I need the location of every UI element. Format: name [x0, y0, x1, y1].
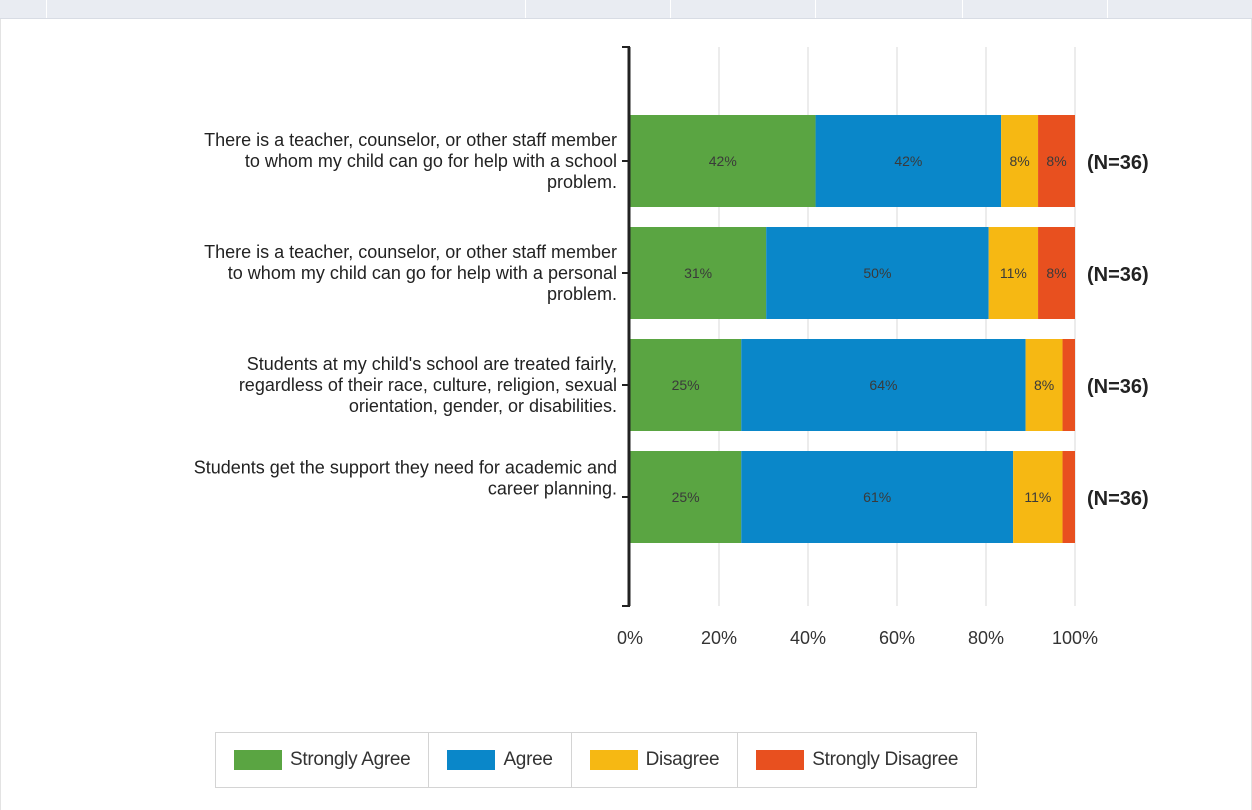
data-label: 8%	[1046, 265, 1066, 281]
legend-item: Agree	[429, 733, 572, 787]
bar-segment	[630, 227, 767, 319]
data-label: 25%	[672, 377, 700, 393]
bar-segment	[630, 115, 816, 207]
top-header-strip	[0, 0, 1252, 19]
legend-swatch	[447, 750, 496, 770]
x-tick-label: 40%	[790, 628, 826, 648]
category-label: Students get the support they need for a…	[194, 458, 617, 499]
category-label-line: regardless of their race, culture, relig…	[239, 375, 617, 395]
category-label-line: career planning.	[488, 479, 617, 499]
data-label: 31%	[684, 265, 712, 281]
legend-label: Strongly Agree	[290, 749, 411, 770]
data-label: 50%	[863, 265, 891, 281]
n-label: (N=36)	[1087, 376, 1149, 398]
bar-segment	[1038, 227, 1075, 319]
legend-label: Agree	[503, 749, 553, 770]
category-label-line: Students get the support they need for a…	[194, 458, 617, 478]
header-cell	[962, 0, 1108, 18]
n-label: (N=36)	[1087, 152, 1149, 174]
stacked-bar-chart: 42% 42% 8% 8% (N=36) There is a teacher, coun…	[194, 46, 1149, 648]
header-cell	[525, 0, 671, 18]
bar-segment	[1062, 339, 1075, 431]
x-tick-label: 0%	[617, 628, 643, 648]
category-label-line: Students at my child's school are treate…	[247, 354, 617, 374]
header-cell	[0, 0, 47, 18]
category-label-line: problem.	[547, 172, 617, 192]
n-label: (N=36)	[1087, 264, 1149, 286]
data-label: 64%	[869, 377, 897, 393]
category-label-line: problem.	[547, 284, 617, 304]
legend-swatch	[589, 750, 638, 770]
bar-segment	[630, 339, 742, 431]
legend-item: Disagree	[572, 733, 739, 787]
x-tick-label: 60%	[879, 628, 915, 648]
category-label-line: orientation, gender, or disabilities.	[349, 396, 617, 416]
bar-segment	[630, 451, 742, 543]
bar-segment	[1025, 339, 1063, 431]
legend-item: Strongly Disagree	[738, 733, 976, 787]
header-cell	[670, 0, 816, 18]
category-label-line: There is a teacher, counselor, or other …	[204, 130, 617, 150]
legend-swatch	[756, 750, 805, 770]
category-label: There is a teacher, counselor, or other …	[204, 242, 617, 304]
data-label: 11%	[1000, 265, 1027, 281]
legend-label: Strongly Disagree	[812, 749, 959, 770]
data-label: 8%	[1034, 377, 1054, 393]
bar-segment	[1001, 115, 1039, 207]
header-cell	[815, 0, 963, 18]
bar-segment	[988, 227, 1039, 319]
data-label: 42%	[894, 153, 922, 169]
header-cell	[46, 0, 526, 18]
bar-segment	[741, 339, 1026, 431]
bar-segment	[1062, 451, 1075, 543]
data-label: 8%	[1046, 153, 1066, 169]
legend-item: Strongly Agree	[216, 733, 430, 787]
data-label: 25%	[672, 489, 700, 505]
x-tick-label: 100%	[1052, 628, 1098, 648]
chart-legend: Strongly Agree Agree Disagree Strongly Disa…	[215, 732, 978, 788]
n-label: (N=36)	[1087, 488, 1149, 510]
legend-label: Disagree	[645, 749, 720, 770]
category-label: Students at my child's school are treate…	[239, 354, 617, 416]
bar-segment	[1013, 451, 1063, 543]
x-tick-label: 20%	[701, 628, 737, 648]
data-label: 11%	[1024, 489, 1051, 505]
data-label: 42%	[709, 153, 737, 169]
category-label: There is a teacher, counselor, or other …	[204, 130, 617, 192]
category-label-line: There is a teacher, counselor, or other …	[204, 242, 617, 262]
bar-segment	[766, 227, 989, 319]
category-label-line: to whom my child can go for help with a …	[228, 263, 617, 283]
data-label: 8%	[1009, 153, 1029, 169]
bar-segment	[741, 451, 1014, 543]
data-label: 61%	[863, 489, 891, 505]
bar-segment	[1038, 115, 1075, 207]
bar-segment	[815, 115, 1002, 207]
category-label-line: to whom my child can go for help with a …	[245, 151, 617, 171]
x-tick-label: 80%	[968, 628, 1004, 648]
legend-swatch	[234, 750, 282, 770]
